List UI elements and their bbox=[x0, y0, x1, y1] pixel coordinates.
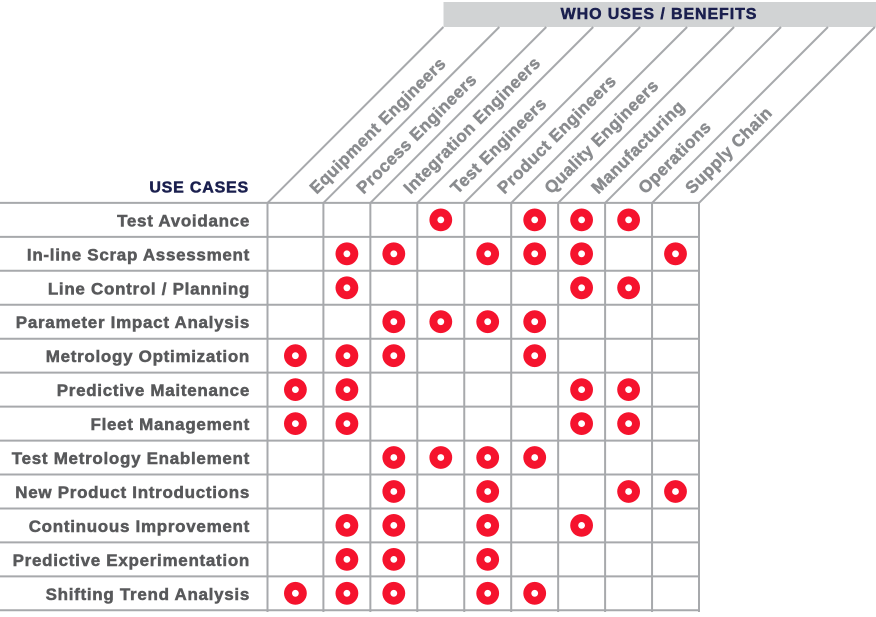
svg-text:USE CASES: USE CASES bbox=[149, 180, 249, 197]
svg-text:Fleet Management: Fleet Management bbox=[90, 415, 250, 434]
svg-text:In-line Scrap Assessment: In-line Scrap Assessment bbox=[27, 245, 250, 264]
svg-text:New Product Introductions: New Product Introductions bbox=[15, 483, 250, 502]
svg-text:Test Metrology Enablement: Test Metrology Enablement bbox=[12, 449, 250, 468]
svg-text:Supply Chain: Supply Chain bbox=[682, 103, 776, 197]
svg-text:Shifting Trend Analysis: Shifting Trend Analysis bbox=[46, 585, 250, 604]
svg-text:Line Control / Planning: Line Control / Planning bbox=[48, 279, 250, 298]
svg-text:Metrology Optimization: Metrology Optimization bbox=[46, 347, 250, 366]
svg-text:Predictive Maitenance: Predictive Maitenance bbox=[57, 381, 250, 400]
svg-text:Test Avoidance: Test Avoidance bbox=[117, 211, 250, 230]
svg-text:Predictive Experimentation: Predictive Experimentation bbox=[13, 551, 250, 570]
svg-text:WHO USES / BENEFITS: WHO USES / BENEFITS bbox=[561, 6, 758, 23]
svg-text:Parameter Impact Analysis: Parameter Impact Analysis bbox=[16, 313, 250, 332]
svg-text:Continuous Improvement: Continuous Improvement bbox=[29, 517, 250, 536]
